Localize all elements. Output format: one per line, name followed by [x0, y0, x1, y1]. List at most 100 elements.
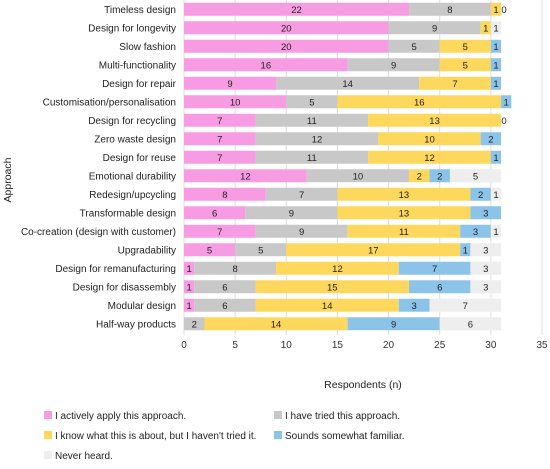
value-label-3-3: 1	[493, 60, 498, 71]
bar-segment-16-3	[398, 298, 430, 312]
x-tick-label-0: 0	[181, 340, 187, 351]
bar-segment-2-1	[388, 39, 440, 53]
bar-segment-6-0	[184, 113, 256, 127]
bar-segment-5-2	[337, 95, 502, 109]
value-label-1-4: 1	[493, 23, 498, 34]
value-label-8-2: 12	[424, 153, 435, 164]
value-label-4-3: 1	[493, 79, 498, 90]
value-label-6-3: 0	[501, 116, 506, 127]
bar-segment-2-2	[439, 39, 491, 53]
value-label-17-1: 2	[192, 319, 197, 330]
value-label-9-3: 2	[437, 171, 442, 182]
category-label-16: Modular design	[108, 301, 176, 312]
value-label-12-1: 9	[299, 227, 304, 238]
value-label-12-0: 7	[217, 227, 222, 238]
value-label-16-2: 14	[322, 301, 333, 312]
bar-segment-14-4	[470, 261, 502, 275]
category-label-13: Upgradability	[118, 245, 176, 256]
value-label-11-0: 6	[212, 208, 217, 219]
value-label-12-4: 1	[493, 227, 498, 238]
bar-segment-16-2	[255, 298, 399, 312]
bar-segment-17-2	[204, 317, 348, 331]
value-label-11-2: 13	[399, 208, 410, 219]
value-label-13-3: 1	[463, 245, 468, 256]
bar-segment-15-3	[409, 280, 471, 294]
value-label-13-0: 5	[207, 245, 212, 256]
bar-segment-0-0	[184, 2, 410, 16]
bar-segment-16-4	[429, 298, 502, 312]
legend-label-2: I know what this is about, but I haven't…	[55, 431, 256, 442]
legend-label-3: Sounds somewhat familiar.	[285, 431, 405, 442]
bar-segment-7-2	[378, 132, 481, 146]
value-label-10-2: 13	[399, 190, 410, 201]
value-label-6-1: 11	[307, 116, 317, 127]
x-tick-label-7: 35	[536, 340, 548, 351]
bar-segment-1-2	[480, 21, 491, 35]
bar-segment-11-1	[245, 206, 338, 220]
value-label-0-2: 1	[493, 5, 498, 16]
value-label-8-3: 1	[493, 153, 498, 164]
value-label-17-3: 9	[391, 319, 396, 330]
legend-label-0: I actively apply this approach.	[55, 411, 186, 422]
category-label-1: Design for longevity	[88, 23, 176, 34]
bar-segment-17-1	[184, 317, 205, 331]
category-label-5: Customisation/personalisation	[43, 97, 176, 108]
legend-swatch-0	[44, 411, 52, 419]
bar-segment-9-0	[184, 169, 307, 183]
value-label-0-0: 22	[291, 5, 302, 16]
bar-segment-2-3	[490, 39, 502, 53]
value-label-4-1: 14	[342, 79, 353, 90]
value-label-2-2: 5	[463, 42, 468, 53]
bar-segment-8-0	[184, 150, 256, 164]
legend-swatch-1	[274, 411, 282, 419]
value-label-4-2: 7	[452, 79, 457, 90]
value-label-12-3: 3	[473, 227, 478, 238]
value-label-15-0: 1	[186, 282, 191, 293]
bar-segment-14-1	[194, 261, 277, 275]
legend-swatch-4	[44, 451, 52, 459]
x-tick-label-2: 10	[281, 340, 293, 351]
value-label-11-1: 9	[289, 208, 294, 219]
value-label-2-3: 1	[493, 42, 498, 53]
value-label-15-1: 6	[222, 282, 227, 293]
value-label-17-4: 6	[468, 319, 473, 330]
value-label-5-3: 1	[504, 97, 509, 108]
category-label-2: Slow fashion	[119, 42, 176, 53]
bar-segment-4-3	[490, 76, 502, 90]
value-label-17-2: 14	[271, 319, 282, 330]
bar-segment-1-4	[490, 21, 502, 35]
value-label-14-4: 3	[483, 264, 488, 275]
category-label-7: Zero waste design	[94, 134, 176, 145]
bar-segment-1-0	[184, 21, 389, 35]
x-tick-label-4: 20	[383, 340, 395, 351]
bar-segment-10-3	[470, 187, 491, 201]
bar-segment-10-0	[184, 187, 266, 201]
value-label-11-3: 3	[483, 208, 488, 219]
bar-segment-7-3	[480, 132, 502, 146]
value-label-0-3: 0	[501, 5, 506, 16]
legend-label-4: Never heard.	[55, 451, 113, 462]
bar-segment-7-0	[184, 132, 256, 146]
value-label-15-2: 15	[327, 282, 338, 293]
value-label-16-0: 1	[186, 301, 191, 312]
category-label-17: Half-way products	[96, 319, 176, 330]
bar-segment-1-1	[388, 21, 481, 35]
bar-segment-10-4	[490, 187, 502, 201]
bar-segment-10-1	[265, 187, 338, 201]
bar-segment-7-1	[255, 132, 379, 146]
value-label-7-0: 7	[217, 134, 222, 145]
value-label-10-4: 1	[493, 190, 498, 201]
bar-segment-3-3	[490, 58, 502, 72]
value-label-7-3: 2	[488, 134, 493, 145]
bar-segment-3-1	[347, 58, 440, 72]
value-label-9-4: 5	[473, 171, 478, 182]
bar-segment-11-0	[184, 206, 246, 220]
category-label-4: Design for repair	[102, 79, 177, 90]
bar-segment-6-2	[368, 113, 502, 127]
bar-segment-4-0	[184, 76, 277, 90]
legend-swatch-2	[44, 431, 52, 439]
value-label-9-1: 10	[353, 171, 364, 182]
bar-segment-13-3	[460, 243, 471, 257]
